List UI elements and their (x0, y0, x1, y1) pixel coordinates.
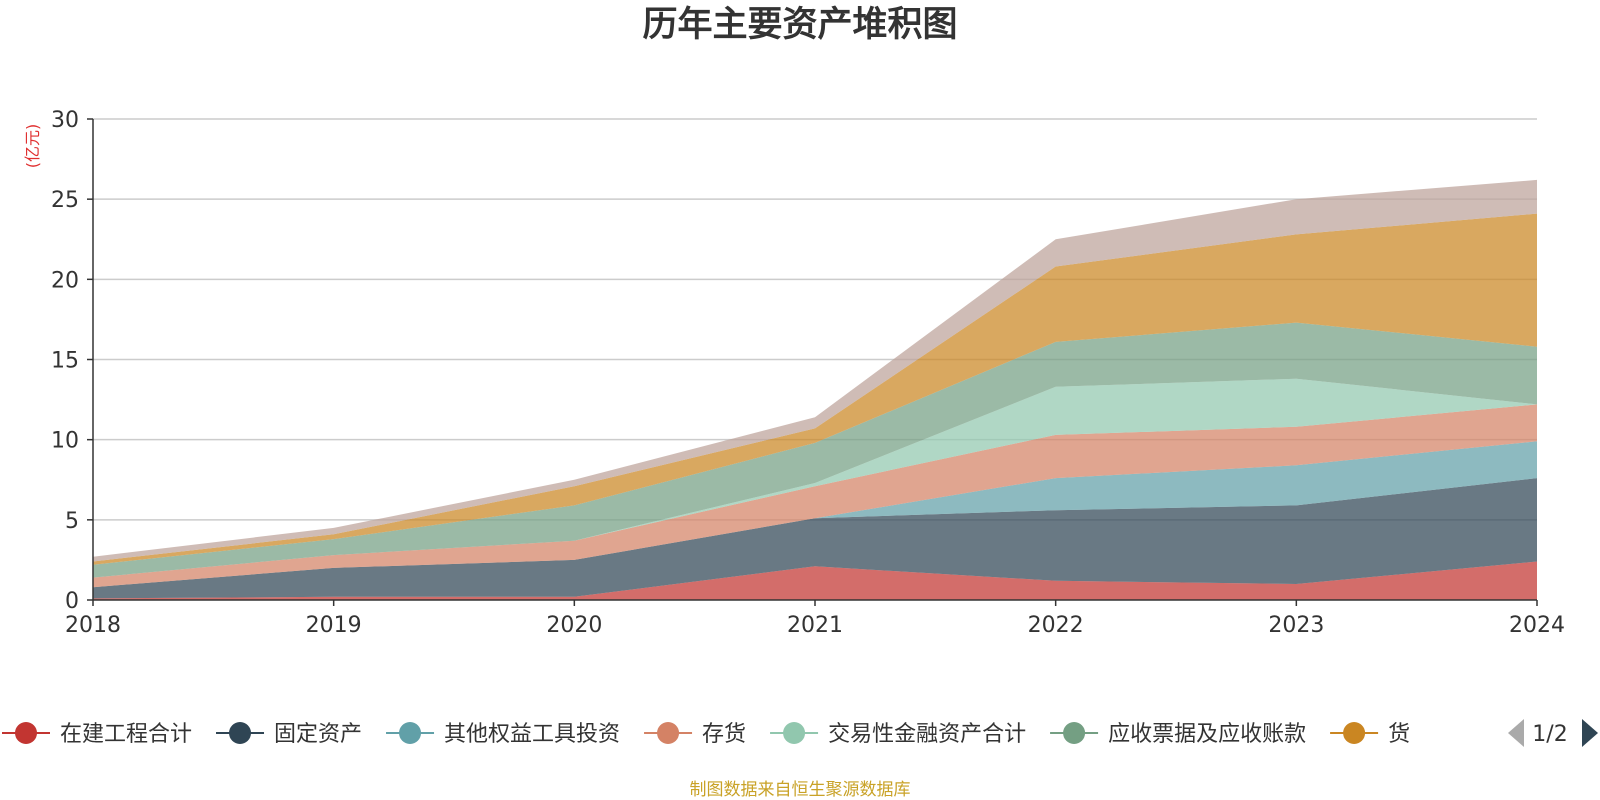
legend-page-indicator: 1/2 (1532, 722, 1567, 747)
legend-marker-icon (657, 722, 680, 744)
legend-item-3[interactable]: 存货 (644, 722, 746, 747)
legend[interactable]: 在建工程合计 固定资产 其他权益工具投资 存货 交易性金融资产合计 应收票据及应收账款 货 (2, 722, 1410, 747)
area-series-7[interactable] (93, 179, 1537, 562)
legend-label: 存货 (702, 722, 746, 747)
legend-item-1[interactable]: 固定资产 (216, 722, 362, 747)
legend-next-icon[interactable] (1582, 719, 1598, 747)
x-tick-label: 2021 (787, 613, 843, 638)
legend-item-6[interactable]: 货 (1330, 722, 1410, 747)
legend-label: 应收票据及应收账款 (1108, 722, 1306, 747)
legend-label: 在建工程合计 (60, 722, 192, 747)
x-tick-label: 2023 (1268, 613, 1324, 638)
y-axis-unit: (亿元) (23, 124, 42, 169)
area-series-3[interactable] (93, 404, 1537, 588)
x-tick-label: 2018 (65, 613, 121, 638)
x-tick-label: 2020 (546, 613, 602, 638)
x-tick-label: 2019 (306, 613, 362, 638)
y-tick-label: 20 (51, 268, 79, 293)
legend-label: 货 (1388, 722, 1410, 747)
area-series-2[interactable] (93, 441, 1537, 588)
legend-item-2[interactable]: 其他权益工具投资 (386, 722, 620, 747)
y-tick-label: 5 (65, 509, 79, 534)
legend-marker-icon (399, 722, 422, 744)
legend-label: 其他权益工具投资 (444, 722, 620, 747)
area-series-group[interactable] (93, 179, 1537, 601)
area-series-1[interactable] (93, 478, 1537, 599)
legend-marker-icon (1343, 722, 1366, 744)
legend-label: 交易性金融资产合计 (828, 722, 1026, 747)
x-tick-label: 2024 (1509, 613, 1565, 638)
legend-marker-icon (783, 722, 806, 744)
legend-item-4[interactable]: 交易性金融资产合计 (770, 722, 1026, 747)
y-tick-label: 25 (51, 188, 79, 213)
legend-pager[interactable]: 1/2 (1508, 719, 1598, 747)
legend-marker-icon (15, 722, 37, 744)
legend-label: 固定资产 (274, 722, 362, 747)
y-tick-label: 15 (51, 349, 79, 374)
legend-prev-icon[interactable] (1508, 719, 1524, 747)
data-source-note: 制图数据来自恒生聚源数据库 (690, 780, 911, 800)
y-tick-label: 30 (51, 108, 79, 133)
legend-marker-icon (229, 722, 252, 744)
legend-marker-icon (1063, 722, 1086, 744)
legend-item-0[interactable]: 在建工程合计 (2, 722, 192, 747)
y-axis-ticks: 0 5 10 15 20 25 30 (51, 108, 93, 614)
y-tick-label: 0 (65, 589, 79, 614)
area-series-6[interactable] (93, 213, 1537, 565)
area-series-4[interactable] (93, 378, 1537, 578)
area-series-0[interactable] (93, 561, 1537, 601)
chart-title: 历年主要资产堆积图 (642, 5, 957, 45)
x-axis-ticks: 2018 2019 2020 2021 2022 2023 2024 (65, 600, 1565, 638)
x-tick-label: 2022 (1028, 613, 1084, 638)
y-tick-label: 10 (51, 429, 79, 454)
area-series-5[interactable] (93, 322, 1537, 578)
legend-item-5[interactable]: 应收票据及应收账款 (1050, 722, 1306, 747)
